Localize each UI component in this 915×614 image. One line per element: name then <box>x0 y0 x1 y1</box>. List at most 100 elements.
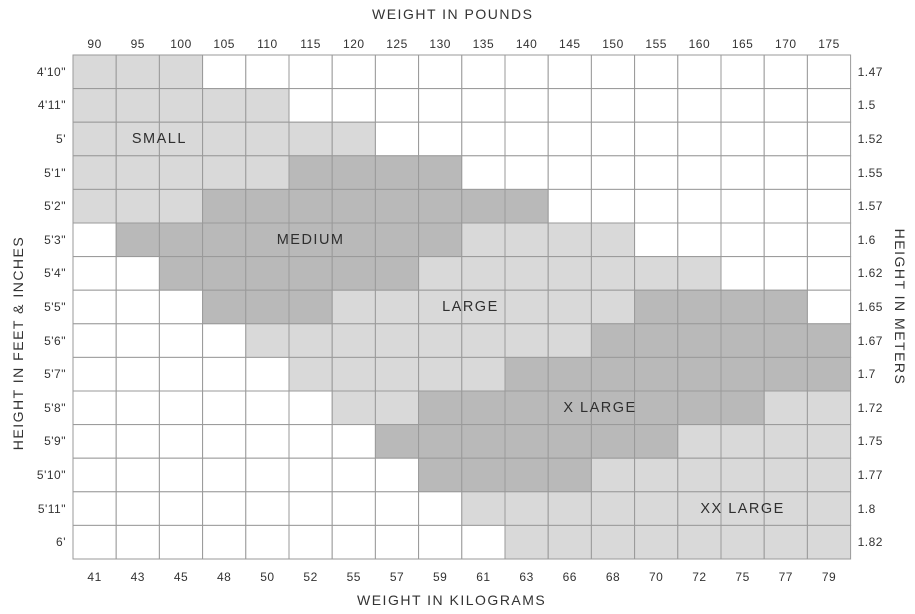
grid-cell-large <box>288 323 333 358</box>
grid-cell-x-large <box>806 323 852 358</box>
grid-cell-small <box>158 121 204 157</box>
grid-cell-none <box>374 88 420 123</box>
grid-cell-xx-large <box>677 491 722 526</box>
grid-cell-none <box>374 524 420 560</box>
grid-cell-none <box>806 155 852 190</box>
grid-cell-large <box>547 256 592 291</box>
grid-cell-xx-large <box>720 424 765 459</box>
pounds-tick-label: 155 <box>645 37 667 51</box>
grid-cell-x-large <box>720 323 765 358</box>
grid-cell-none <box>288 54 333 90</box>
grid-cell-medium <box>115 222 160 258</box>
height-feet-tick-label: 5'4" <box>44 266 66 281</box>
kilograms-tick-label: 63 <box>519 570 534 584</box>
size-zone-label-x-large: X LARGE <box>563 399 637 416</box>
height-feet-tick-label: 5' <box>56 132 66 146</box>
grid-cell-medium <box>245 256 290 291</box>
grid-cell-none <box>634 155 679 190</box>
grid-cell-none <box>763 88 808 123</box>
top-axis-title: WEIGHT IN POUNDS <box>372 6 534 22</box>
grid-cell-xx-large <box>763 524 808 560</box>
grid-cell-x-large <box>504 356 549 392</box>
grid-cell-small <box>72 188 117 224</box>
grid-cell-xx-large <box>677 457 722 493</box>
grid-cell-none <box>763 54 808 90</box>
grid-cell-none <box>720 88 765 123</box>
grid-cell-x-large <box>461 457 506 493</box>
pounds-tick-label: 160 <box>688 37 711 51</box>
grid-cell-none <box>374 54 420 90</box>
grid-cell-none <box>461 88 506 123</box>
grid-cell-none <box>677 222 722 258</box>
grid-cell-small <box>115 88 160 123</box>
grid-cell-medium <box>288 155 333 190</box>
grid-cell-xx-large <box>677 524 722 560</box>
grid-cell-none <box>504 88 549 123</box>
grid-cell-small <box>245 121 290 157</box>
height-feet-tick-label: 5'6" <box>44 333 66 348</box>
grid-cell-none <box>72 323 117 358</box>
grid-cell-none <box>590 155 636 190</box>
pounds-tick-label: 110 <box>257 37 278 51</box>
grid-cell-large <box>374 356 420 392</box>
grid-cell-none <box>72 390 117 426</box>
grid-cell-xx-large <box>634 457 679 493</box>
grid-cell-none <box>720 222 765 258</box>
grid-cell-x-large <box>547 356 592 392</box>
pounds-tick-label: 170 <box>775 37 797 51</box>
height-meters-tick-label: 1.75 <box>857 434 883 449</box>
grid-cell-none <box>806 188 852 224</box>
grid-cell-xx-large <box>634 524 679 560</box>
kilograms-tick-label: 41 <box>87 570 102 584</box>
kilograms-tick-label: 43 <box>130 570 145 584</box>
pounds-tick-label: 135 <box>472 37 495 51</box>
height-meters-tick-label: 1.52 <box>857 132 883 146</box>
grid-cell-none <box>288 424 333 459</box>
grid-cell-none <box>418 121 463 157</box>
height-feet-tick-label: 5'11" <box>37 501 66 516</box>
grid-cell-none <box>504 155 549 190</box>
grid-cell-large <box>331 390 376 426</box>
grid-cell-xx-large <box>806 524 852 560</box>
height-meters-tick-label: 1.77 <box>857 468 883 482</box>
grid-cell-none <box>202 390 247 426</box>
grid-cell-small <box>158 188 204 224</box>
grid-cell-medium <box>202 188 247 224</box>
height-feet-tick-label: 5'7" <box>44 367 66 382</box>
height-meters-tick-label: 1.57 <box>857 199 883 214</box>
height-feet-tick-label: 5'9" <box>44 434 66 449</box>
kilograms-tick-label: 50 <box>260 570 275 584</box>
grid-cell-large <box>461 356 506 392</box>
bottom-axis-title: WEIGHT IN KILOGRAMS <box>357 592 547 608</box>
grid-cell-none <box>634 121 679 157</box>
height-meters-tick-label: 1.62 <box>857 266 883 281</box>
grid-cell-large <box>547 222 592 258</box>
kilograms-tick-label: 68 <box>605 570 621 584</box>
grid-cell-none <box>245 390 290 426</box>
grid-cell-none <box>806 88 852 123</box>
pounds-tick-label: 115 <box>300 37 321 51</box>
grid-cell-medium <box>288 188 333 224</box>
grid-cell-none <box>590 88 636 123</box>
kilograms-tick-label: 48 <box>217 570 232 584</box>
grid-cell-large <box>547 323 592 358</box>
grid-cell-large <box>418 323 463 358</box>
grid-cell-xx-large <box>763 390 808 426</box>
height-meters-tick-label: 1.7 <box>857 367 876 382</box>
grid-cell-xx-large <box>590 457 636 493</box>
grid-cell-none <box>806 54 852 90</box>
grid-cell-none <box>461 54 506 90</box>
height-feet-tick-label: 5'8" <box>44 400 66 415</box>
grid-cell-none <box>72 491 117 526</box>
grid-cell-none <box>504 54 549 90</box>
grid-cell-none <box>288 88 333 123</box>
height-meters-tick-label: 1.47 <box>857 64 883 79</box>
grid-cell-none <box>720 54 765 90</box>
grid-cell-medium <box>418 188 463 224</box>
grid-cell-none <box>763 222 808 258</box>
pounds-tick-label: 125 <box>386 37 408 51</box>
grid-cell-none <box>288 491 333 526</box>
grid-cell-x-large <box>590 424 636 459</box>
grid-cell-large <box>547 289 592 325</box>
grid-cell-none <box>288 524 333 560</box>
